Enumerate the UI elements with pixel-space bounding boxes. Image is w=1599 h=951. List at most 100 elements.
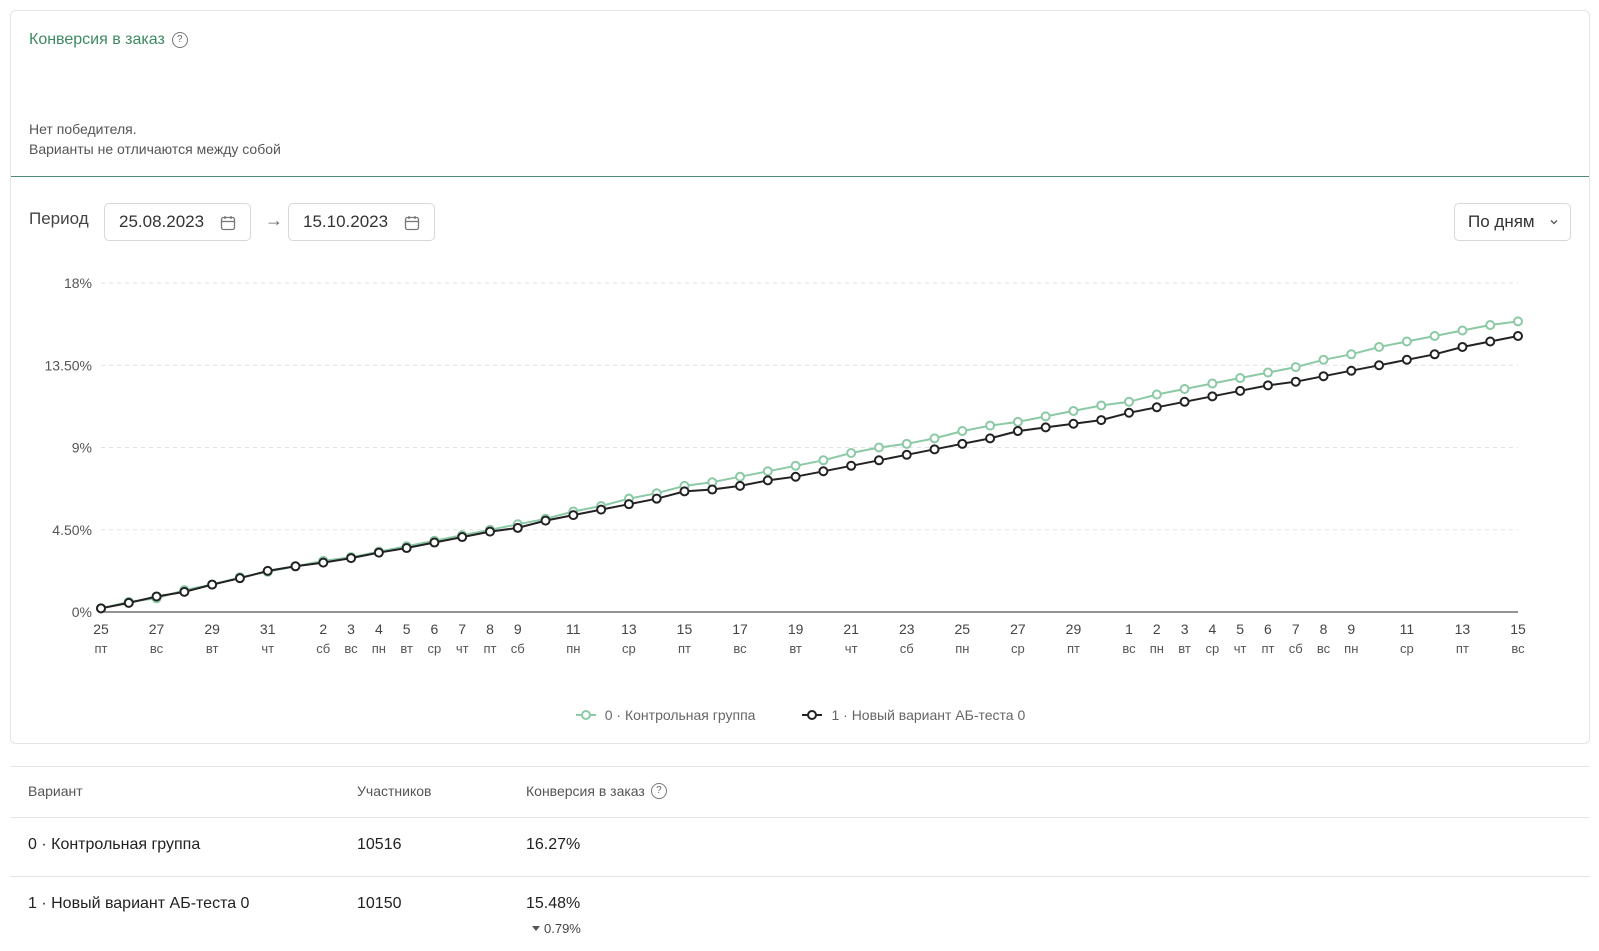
- x-tick-label: 15: [1510, 621, 1526, 637]
- data-point: [540, 515, 551, 526]
- x-tick-label: 1: [1125, 621, 1133, 637]
- data-point: [429, 537, 440, 548]
- data-point: [1040, 422, 1051, 433]
- x-tick-label: 25: [955, 621, 971, 637]
- data-point: [790, 471, 801, 482]
- x-tick-weekday: ср: [1400, 641, 1414, 656]
- x-tick-weekday: пн: [566, 641, 580, 656]
- x-tick-weekday: ср: [1011, 641, 1025, 656]
- conversion-value: 16.27%: [526, 836, 581, 853]
- data-point: [1374, 341, 1385, 352]
- x-tick-label: 4: [1208, 621, 1216, 637]
- data-point: [790, 460, 801, 471]
- series-line-1: [100, 335, 1519, 610]
- date-from-input[interactable]: 25.08.2023: [104, 203, 251, 241]
- help-icon[interactable]: ?: [650, 783, 667, 799]
- data-point: [1346, 365, 1357, 376]
- data-point: [1068, 418, 1079, 429]
- x-tick-label: 7: [1292, 621, 1300, 637]
- header-variant: Вариант: [28, 783, 83, 799]
- x-tick-label: 6: [431, 621, 439, 637]
- data-point: [929, 433, 940, 444]
- card-title-text: Конверсия в заказ: [29, 31, 165, 48]
- x-tick-weekday: вт: [789, 641, 802, 656]
- table-header-row: Вариант Участников Конверсия в заказ ?: [10, 766, 1590, 818]
- participants-count: 10150: [357, 895, 402, 912]
- x-tick-label: 25: [93, 621, 109, 637]
- data-point: [1290, 376, 1301, 387]
- data-point: [1124, 407, 1135, 418]
- data-point: [207, 579, 218, 590]
- help-icon[interactable]: ?: [171, 32, 188, 48]
- data-point: [179, 586, 190, 597]
- x-tick-label: 8: [1320, 621, 1328, 637]
- data-point: [679, 486, 690, 497]
- chart-legend: 0 · Контрольная группа 1 · Новый вариант…: [11, 707, 1589, 723]
- data-point: [568, 510, 579, 521]
- data-point: [373, 547, 384, 558]
- x-tick-label: 5: [403, 621, 411, 637]
- x-tick-label: 15: [677, 621, 693, 637]
- conversion-card: Конверсия в заказ ? Нет победителя. Вари…: [10, 10, 1590, 744]
- calendar-icon[interactable]: [220, 215, 236, 231]
- data-point: [1290, 362, 1301, 373]
- data-point: [1346, 349, 1357, 360]
- x-tick-weekday: пн: [372, 641, 386, 656]
- data-point: [1429, 331, 1440, 342]
- grouping-select[interactable]: По дням: [1454, 203, 1571, 241]
- x-tick-weekday: вс: [1511, 641, 1525, 656]
- header-participants: Участников: [357, 783, 432, 799]
- x-tick-weekday: пн: [1344, 641, 1358, 656]
- x-tick-weekday: чт: [1234, 641, 1247, 656]
- data-point: [762, 475, 773, 486]
- x-tick-label: 21: [843, 621, 859, 637]
- data-point: [1457, 325, 1468, 336]
- header-conversion-label: Конверсия в заказ: [526, 783, 645, 799]
- conversion-value: 15.48%: [526, 895, 581, 912]
- date-to-value: 15.10.2023: [303, 212, 389, 231]
- calendar-icon[interactable]: [404, 215, 420, 231]
- data-point: [346, 553, 357, 564]
- table-row: 0 · Контрольная группа 10516 16.27%: [10, 818, 1590, 877]
- data-point: [234, 573, 245, 584]
- period-label: Период: [29, 209, 89, 228]
- data-point: [1401, 336, 1412, 347]
- data-point: [1096, 400, 1107, 411]
- x-tick-label: 2: [319, 621, 327, 637]
- variant-name: 1 · Новый вариант АБ-теста 0: [28, 895, 250, 912]
- grouping-value: По дням: [1468, 212, 1535, 231]
- data-point: [1151, 389, 1162, 400]
- legend-label-control: 0 · Контрольная группа: [604, 707, 756, 723]
- data-point: [623, 499, 634, 510]
- data-point: [846, 460, 857, 471]
- data-point: [1068, 405, 1079, 416]
- data-point: [262, 565, 273, 576]
- result-summary: Нет победителя. Варианты не отличаются м…: [29, 119, 281, 159]
- data-point: [1318, 371, 1329, 382]
- data-point: [401, 543, 412, 554]
- conversion-delta: 0.79%: [532, 921, 581, 936]
- x-tick-weekday: сб: [316, 641, 330, 656]
- x-tick-weekday: вс: [733, 641, 747, 656]
- data-point: [1207, 378, 1218, 389]
- legend-item-variant[interactable]: 1 · Новый вариант АБ-теста 0: [801, 707, 1025, 723]
- data-point: [818, 455, 829, 466]
- x-tick-label: 29: [1066, 621, 1082, 637]
- data-point: [1429, 349, 1440, 360]
- data-point: [735, 471, 746, 482]
- date-to-input[interactable]: 15.10.2023: [288, 203, 435, 241]
- card-title: Конверсия в заказ ?: [29, 31, 188, 49]
- data-point: [1096, 415, 1107, 426]
- legend-marker-control: [575, 710, 596, 720]
- data-point: [123, 597, 134, 608]
- legend-item-control[interactable]: 0 · Контрольная группа: [575, 707, 756, 723]
- x-tick-label: 13: [1455, 621, 1471, 637]
- x-tick-weekday: сб: [1289, 641, 1303, 656]
- data-point: [873, 455, 884, 466]
- range-arrow-icon: →: [265, 210, 283, 230]
- x-tick-weekday: вс: [1122, 641, 1136, 656]
- x-tick-label: 9: [514, 621, 522, 637]
- data-point: [151, 591, 162, 602]
- data-point: [985, 420, 996, 431]
- data-point: [1179, 384, 1190, 395]
